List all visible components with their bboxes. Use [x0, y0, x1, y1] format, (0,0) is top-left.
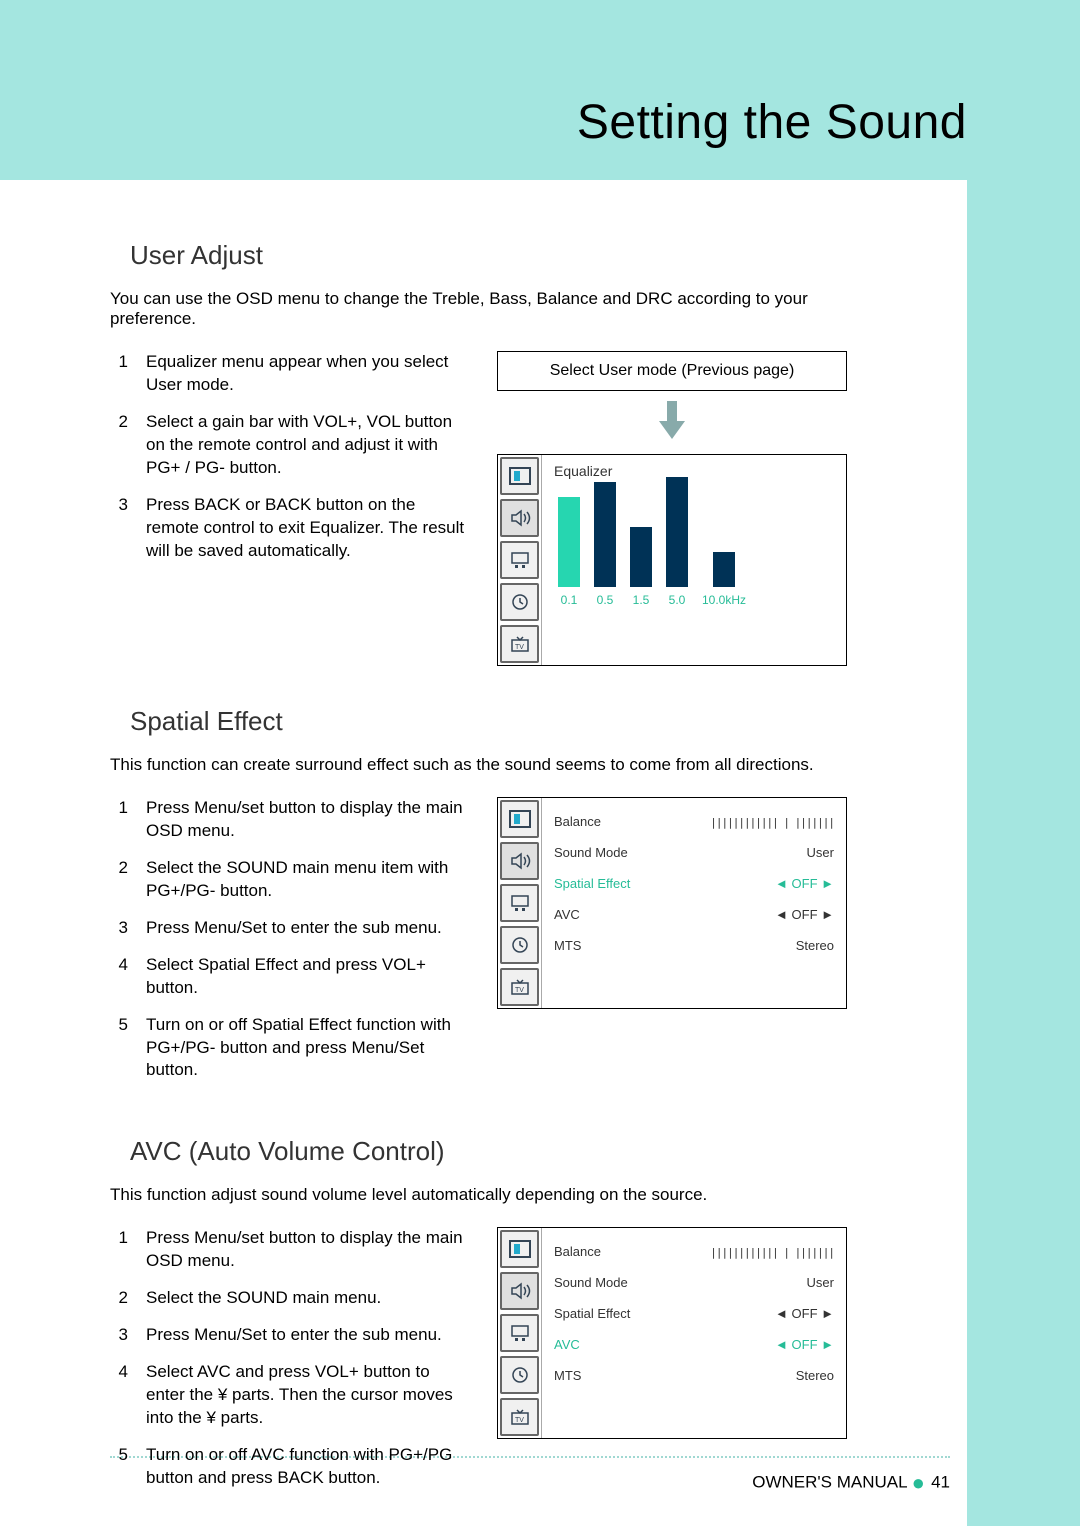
step-item: 1Press Menu/set button to display the ma… — [110, 797, 467, 843]
step-item: 4Select Spatial Effect and press VOL+ bu… — [110, 954, 467, 1000]
menu-row: Sound ModeUser — [554, 1267, 834, 1298]
spatial-effect-steps: 1Press Menu/set button to display the ma… — [110, 797, 467, 1082]
menu-row: AVC◄ OFF ► — [554, 1329, 834, 1360]
menu-row: Spatial Effect◄ OFF ► — [554, 868, 834, 899]
equalizer-osd-panel: TV Equalizer 0.10.51.55.010.0kHz — [497, 454, 847, 666]
sound-icon — [500, 499, 539, 537]
page-title: Setting the Sound — [577, 95, 967, 150]
avc-steps: 1Press Menu/set button to display the ma… — [110, 1227, 467, 1489]
spatial-effect-intro: This function can create surround effect… — [110, 755, 847, 775]
step-item: 3Press BACK or BACK button on the remote… — [110, 494, 467, 563]
osd-icon-strip: TV — [498, 1228, 542, 1438]
step-item: 3Press Menu/Set to enter the sub menu. — [110, 917, 467, 940]
tv-icon: TV — [500, 625, 539, 663]
time-icon — [500, 926, 539, 964]
step-item: 5Turn on or off Spatial Effect function … — [110, 1014, 467, 1083]
svg-text:TV: TV — [515, 987, 524, 994]
spatial-effect-heading: Spatial Effect — [110, 706, 847, 737]
svg-text:TV: TV — [515, 644, 524, 651]
header-accent: Setting the Sound — [0, 0, 1080, 180]
page-content: User Adjust You can use the OSD menu to … — [0, 180, 967, 1504]
user-adjust-intro: You can use the OSD menu to change the T… — [110, 289, 847, 329]
tv-icon: TV — [500, 1398, 539, 1436]
setup-icon — [500, 884, 539, 922]
right-accent — [967, 0, 1080, 1526]
menu-row: AVC◄ OFF ► — [554, 899, 834, 930]
time-icon — [500, 1356, 539, 1394]
osd-icon-strip: TV — [498, 798, 542, 1008]
menu-row: MTSStereo — [554, 1360, 834, 1391]
sound-icon — [500, 1272, 539, 1310]
avc-heading: AVC (Auto Volume Control) — [110, 1136, 847, 1167]
osd-icon-strip: TV — [498, 455, 542, 665]
time-icon — [500, 583, 539, 621]
sound-menu: Balance|||||||||||| | |||||||Sound ModeU… — [554, 806, 834, 961]
svg-text:TV: TV — [515, 1417, 524, 1424]
menu-row: Balance|||||||||||| | ||||||| — [554, 806, 834, 837]
picture-icon — [500, 457, 539, 495]
sound-menu: Balance|||||||||||| | |||||||Sound ModeU… — [554, 1236, 834, 1391]
menu-row: Sound ModeUser — [554, 837, 834, 868]
equalizer-title: Equalizer — [554, 463, 834, 479]
step-item: 2Select the SOUND main menu item with PG… — [110, 857, 467, 903]
sound-icon — [500, 842, 539, 880]
menu-row: Balance|||||||||||| | ||||||| — [554, 1236, 834, 1267]
step-item: 2Select the SOUND main menu. — [110, 1287, 467, 1310]
equalizer-chart: 0.10.51.55.010.0kHz — [554, 487, 834, 607]
setup-icon — [500, 1314, 539, 1352]
setup-icon — [500, 541, 539, 579]
tv-icon: TV — [500, 968, 539, 1006]
select-user-mode-box: Select User mode (Previous page) — [497, 351, 847, 391]
equalizer-band: 10.0kHz — [702, 552, 746, 607]
spatial-effect-osd-panel: TV Balance|||||||||||| | |||||||Sound Mo… — [497, 797, 847, 1009]
avc-intro: This function adjust sound volume level … — [110, 1185, 847, 1205]
step-item: 5Turn on or off AVC function with PG+/PG… — [110, 1444, 467, 1490]
arrow-down-icon — [497, 401, 847, 446]
avc-osd-panel: TV Balance|||||||||||| | |||||||Sound Mo… — [497, 1227, 847, 1439]
equalizer-band: 5.0 — [666, 477, 688, 607]
equalizer-band: 0.1 — [558, 497, 580, 607]
picture-icon — [500, 800, 539, 838]
step-item: 4Select AVC and press VOL+ button to ent… — [110, 1361, 467, 1430]
step-item: 2Select a gain bar with VOL+, VOL button… — [110, 411, 467, 480]
step-item: 1Equalizer menu appear when you select U… — [110, 351, 467, 397]
user-adjust-steps: 1Equalizer menu appear when you select U… — [110, 351, 467, 563]
step-item: 3Press Menu/Set to enter the sub menu. — [110, 1324, 467, 1347]
equalizer-band: 0.5 — [594, 482, 616, 607]
menu-row: Spatial Effect◄ OFF ► — [554, 1298, 834, 1329]
equalizer-band: 1.5 — [630, 527, 652, 607]
menu-row: MTSStereo — [554, 930, 834, 961]
user-adjust-heading: User Adjust — [110, 240, 847, 271]
step-item: 1Press Menu/set button to display the ma… — [110, 1227, 467, 1273]
picture-icon — [500, 1230, 539, 1268]
